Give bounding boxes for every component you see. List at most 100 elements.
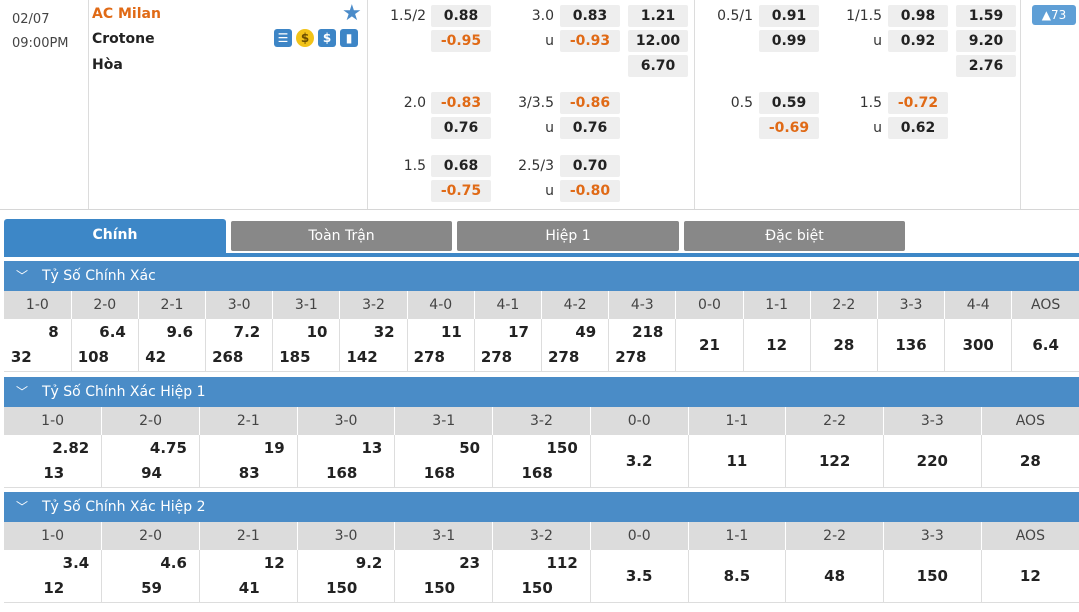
h1-under-odds[interactable]: 0.92 [888,30,948,52]
draw-or-other-odds[interactable]: 21 [675,319,744,372]
away-win-odds[interactable]: 278 [548,348,580,366]
h1-over-odds[interactable]: -0.72 [888,92,948,114]
ft-1x2-draw[interactable]: 6.70 [628,55,688,77]
bar-chart-icon[interactable]: ▮ [340,29,358,47]
away-win-odds[interactable]: 168 [326,464,358,482]
away-win-odds[interactable]: 185 [279,348,311,366]
away-win-odds[interactable]: 278 [615,348,647,366]
away-win-odds[interactable]: 108 [77,348,109,366]
ft-handicap-away-odds[interactable]: -0.75 [431,180,491,202]
h1-over-odds[interactable]: 0.98 [888,5,948,27]
home-win-odds[interactable]: 19 [263,439,285,457]
ft-under-odds[interactable]: -0.80 [560,180,620,202]
home-win-odds[interactable]: 49 [575,323,597,341]
ft-under-odds[interactable]: -0.93 [560,30,620,52]
away-win-odds[interactable]: 150 [521,579,553,597]
more-markets-button[interactable]: ▲73 [1032,5,1076,25]
draw-or-other-odds[interactable]: 122 [785,435,884,488]
home-win-odds[interactable]: 112 [546,554,578,572]
h1-1x2-away[interactable]: 9.20 [956,30,1016,52]
chevron-down-icon[interactable]: ﹀ [16,500,29,514]
draw-or-other-odds[interactable]: 300 [944,319,1012,372]
draw-or-other-odds[interactable]: 28 [980,435,1079,488]
home-win-odds[interactable]: 4.75 [149,439,187,457]
draw-or-other-odds[interactable]: 28 [809,319,878,372]
away-win-odds[interactable]: 41 [238,579,260,597]
away-win-odds[interactable]: 150 [326,579,358,597]
away-team[interactable]: Crotone [92,31,155,47]
ft-under-odds[interactable]: 0.76 [560,117,620,139]
ft-over-odds[interactable]: 0.83 [560,5,620,27]
away-win-odds[interactable]: 83 [238,464,260,482]
section-header[interactable]: ﹀ Tỷ Số Chính Xác Hiệp 1 [4,377,1079,407]
section-header[interactable]: ﹀ Tỷ Số Chính Xác Hiệp 2 [4,492,1079,522]
draw-or-other-odds[interactable]: 12 [980,550,1079,603]
home-win-odds[interactable]: 9.2 [355,554,383,572]
home-win-odds[interactable]: 8 [48,323,59,341]
draw-or-other-odds[interactable]: 8.5 [687,550,786,603]
home-win-odds[interactable]: 17 [508,323,529,341]
home-win-odds[interactable]: 12 [263,554,285,572]
home-win-odds[interactable]: 218 [632,323,664,341]
coin-icon[interactable]: $ [296,29,314,47]
home-win-odds[interactable]: 50 [459,439,481,457]
h1-under-odds[interactable]: 0.62 [888,117,948,139]
h1-handicap-home-odds[interactable]: 0.59 [759,92,819,114]
ft-handicap-home-odds[interactable]: -0.83 [431,92,491,114]
tab-toan-tran[interactable]: Toàn Trận [231,221,452,251]
h1-1x2-draw[interactable]: 2.76 [956,55,1016,77]
draw-or-other-odds[interactable]: 136 [876,319,945,372]
chevron-down-icon[interactable]: ﹀ [16,385,29,399]
dollar-icon[interactable]: $ [318,29,336,47]
chevron-down-icon[interactable]: ﹀ [16,269,29,283]
away-win-odds[interactable]: 268 [212,348,244,366]
away-win-odds[interactable]: 168 [423,464,456,482]
ft-over-odds[interactable]: 0.70 [560,155,620,177]
h1-1x2-home[interactable]: 1.59 [956,5,1016,27]
home-win-odds[interactable]: 10 [306,323,328,341]
h1-handicap-away-odds[interactable]: -0.69 [759,117,819,139]
home-win-odds[interactable]: 2.82 [52,439,90,457]
away-win-odds[interactable]: 94 [141,464,162,482]
home-win-odds[interactable]: 6.4 [99,323,126,341]
draw-or-other-odds[interactable]: 11 [687,435,786,488]
home-win-odds[interactable]: 3.4 [62,554,90,572]
away-win-odds[interactable]: 59 [141,579,162,597]
home-win-odds[interactable]: 150 [546,439,578,457]
draw-or-other-odds[interactable]: 3.2 [589,435,689,488]
draw-or-other-odds[interactable]: 48 [785,550,884,603]
home-win-odds[interactable]: 9.6 [166,323,194,341]
tab-hiep-1[interactable]: Hiệp 1 [457,221,679,251]
away-win-odds[interactable]: 278 [480,348,513,366]
section-header[interactable]: ﹀ Tỷ Số Chính Xác [4,261,1079,291]
home-win-odds[interactable]: 32 [373,323,395,341]
away-win-odds[interactable]: 42 [145,348,167,366]
draw-or-other-odds[interactable]: 220 [882,435,982,488]
ft-1x2-home[interactable]: 1.21 [628,5,688,27]
h1-handicap-home-odds[interactable]: 0.91 [759,5,819,27]
stats-list-icon[interactable]: ☰ [274,29,292,47]
ft-handicap-away-odds[interactable]: 0.76 [431,117,491,139]
ft-handicap-home-odds[interactable]: 0.88 [431,5,491,27]
draw-or-other-odds[interactable]: 3.5 [589,550,689,603]
home-win-odds[interactable]: 23 [459,554,481,572]
home-team[interactable]: AC Milan [92,6,161,22]
ft-handicap-away-odds[interactable]: -0.95 [431,30,491,52]
ft-over-odds[interactable]: -0.86 [560,92,620,114]
away-win-odds[interactable]: 168 [521,464,553,482]
away-win-odds[interactable]: 150 [423,579,456,597]
h1-handicap-away-odds[interactable]: 0.99 [759,30,819,52]
ft-1x2-away[interactable]: 12.00 [628,30,688,52]
away-win-odds[interactable]: 13 [43,464,65,482]
home-win-odds[interactable]: 11 [440,323,462,341]
ft-handicap-home-odds[interactable]: 0.68 [431,155,491,177]
home-win-odds[interactable]: 7.2 [233,323,261,341]
away-win-odds[interactable]: 142 [346,348,378,366]
away-win-odds[interactable]: 32 [10,348,32,366]
draw-or-other-odds[interactable]: 150 [882,550,982,603]
draw-or-other-odds[interactable]: 12 [742,319,811,372]
favorite-star-icon[interactable]: ★ [342,1,362,26]
away-win-odds[interactable]: 12 [43,579,65,597]
away-win-odds[interactable]: 278 [413,348,445,366]
tab-dac-biet[interactable]: Đặc biệt [684,221,905,251]
